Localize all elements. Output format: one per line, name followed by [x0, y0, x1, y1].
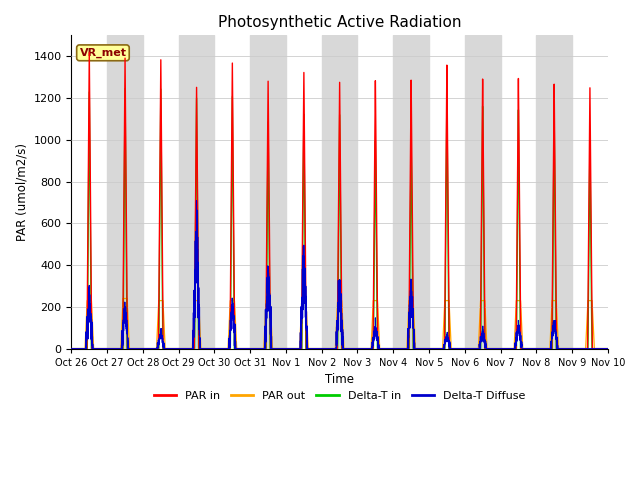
Bar	[179, 36, 214, 348]
Bar	[107, 36, 143, 348]
Bar	[322, 36, 358, 348]
Bar	[250, 36, 286, 348]
Bar	[393, 36, 429, 348]
Title: Photosynthetic Active Radiation: Photosynthetic Active Radiation	[218, 15, 461, 30]
Legend: PAR in, PAR out, Delta-T in, Delta-T Diffuse: PAR in, PAR out, Delta-T in, Delta-T Dif…	[149, 387, 530, 406]
Y-axis label: PAR (umol/m2/s): PAR (umol/m2/s)	[15, 143, 28, 241]
Bar	[465, 36, 500, 348]
X-axis label: Time: Time	[325, 373, 354, 386]
Bar	[536, 36, 572, 348]
Text: VR_met: VR_met	[79, 48, 127, 58]
